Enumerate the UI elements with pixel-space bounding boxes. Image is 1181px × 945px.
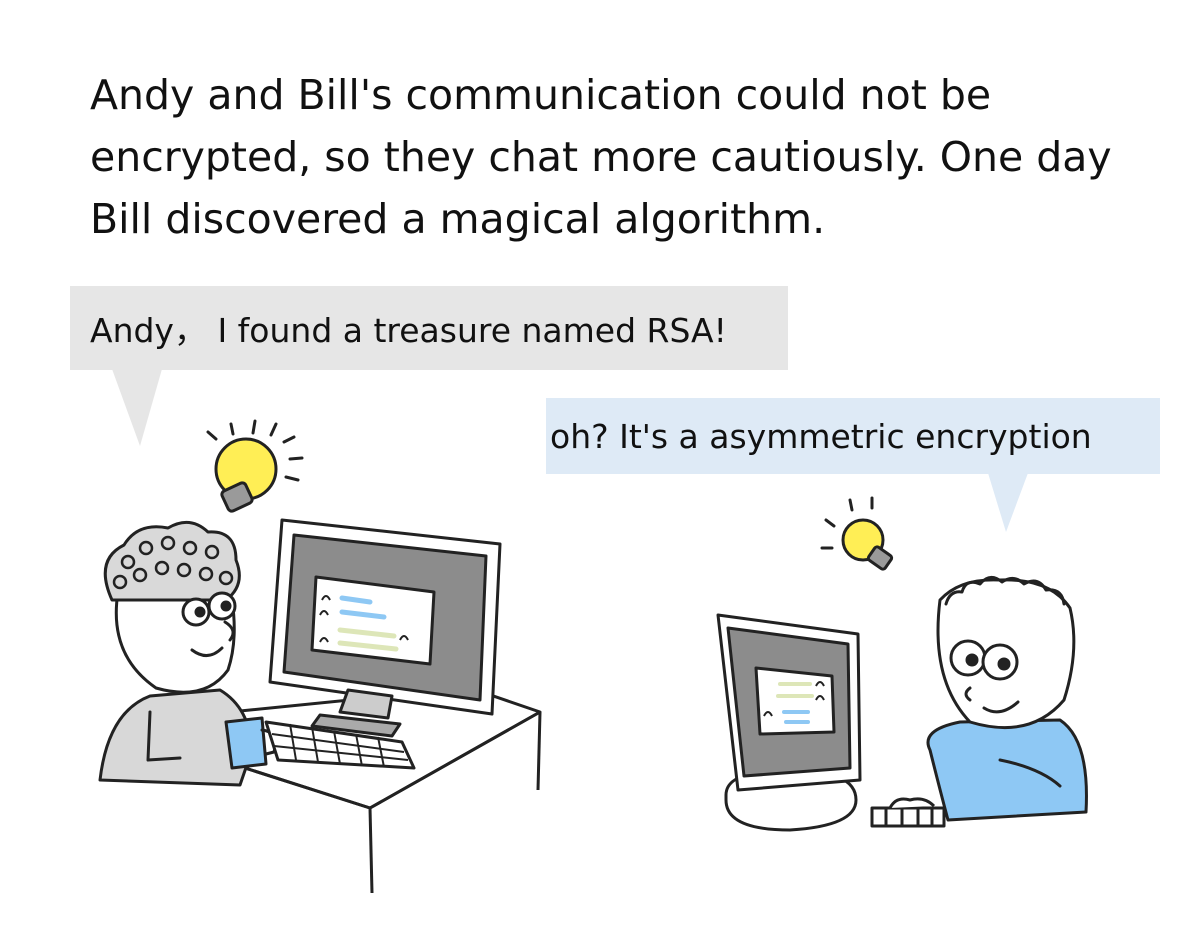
caption-line-1: Andy and Bill's communication could not … [90, 71, 992, 119]
chat-window [310, 575, 436, 666]
chat-lines [776, 682, 814, 724]
chat-lines [337, 595, 399, 652]
curly-hair [103, 520, 241, 602]
caption-line-3: Bill discovered a magical algorithm. [90, 195, 826, 243]
speech-bubble-bill: oh? It's a asymmetric encryption [546, 398, 1160, 474]
character-andy [98, 520, 277, 787]
chat-avatars [319, 595, 409, 643]
caption-text: Andy and Bill's communication could not … [90, 64, 1170, 250]
lightbulb-icon-bill [820, 496, 894, 571]
speech-tail-andy [112, 369, 162, 446]
chat-window [754, 666, 836, 736]
speech-text-andy: Andy， I found a treasure named RSA! [90, 311, 727, 350]
chat-avatars [763, 681, 825, 717]
hair-curls [112, 535, 234, 590]
keyboard-bill [870, 797, 946, 828]
desk [218, 686, 542, 894]
character-bill [926, 576, 1088, 822]
caption-line-2: encrypted, so they chat more cautiously.… [90, 133, 1112, 181]
speech-tail-bill [988, 473, 1028, 532]
speech-text-bill: oh? It's a asymmetric encryption [550, 416, 1092, 456]
keyboard-andy [264, 720, 416, 770]
speech-bubble-andy: Andy， I found a treasure named RSA! [70, 286, 788, 370]
lightbulb-icon-andy [206, 419, 304, 513]
monitor-bill [716, 613, 862, 832]
